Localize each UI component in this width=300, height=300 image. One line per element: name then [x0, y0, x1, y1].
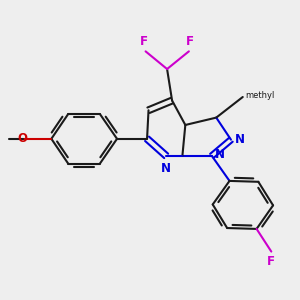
Text: methyl: methyl — [245, 91, 274, 100]
Text: F: F — [267, 255, 275, 268]
Text: O: O — [18, 132, 28, 145]
Text: N: N — [215, 148, 225, 161]
Text: N: N — [235, 133, 245, 146]
Text: N: N — [160, 162, 171, 176]
Text: F: F — [140, 35, 148, 48]
Text: F: F — [186, 35, 194, 48]
